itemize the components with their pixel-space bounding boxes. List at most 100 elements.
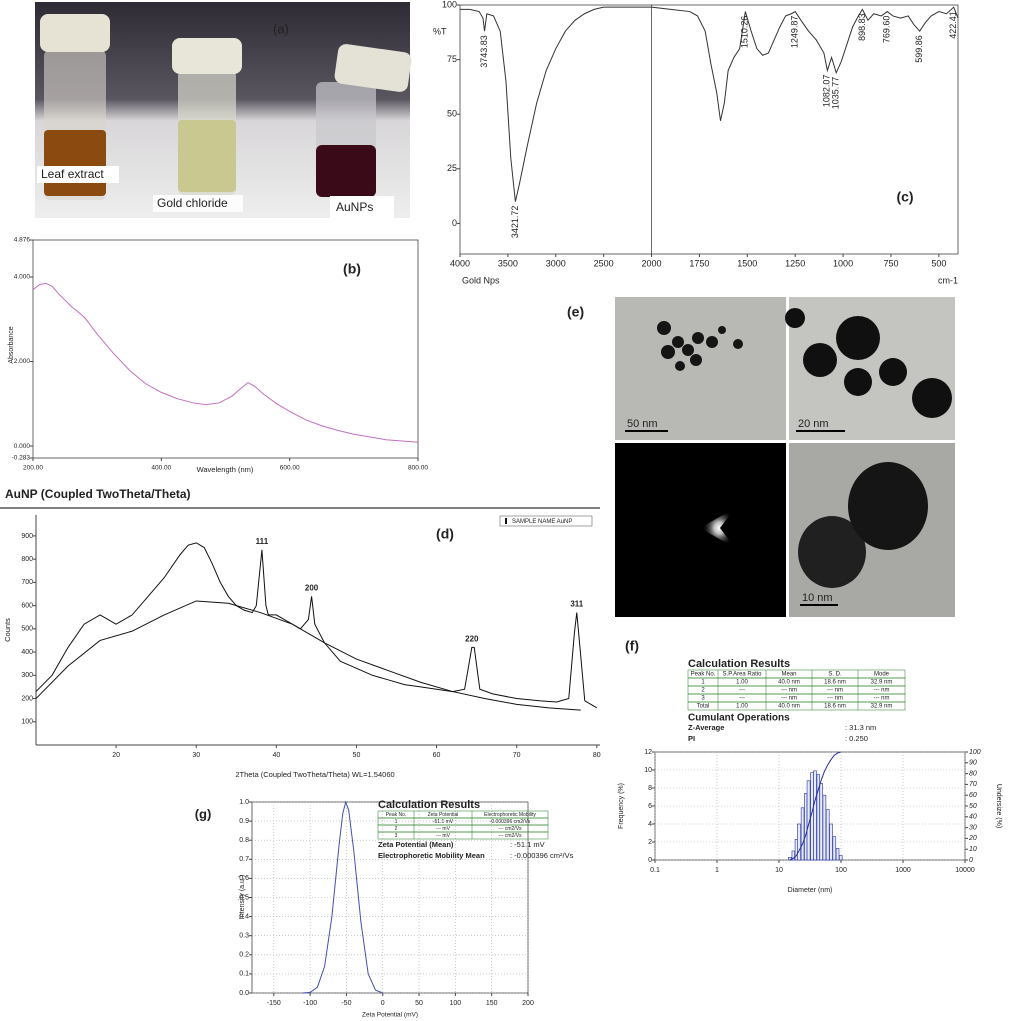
y-tick-label: 0 (648, 857, 652, 864)
y-tick-label: 4 (648, 821, 652, 828)
table-cell: --- nm (874, 696, 890, 702)
tem-panel: 50 nm 20 nm 10 nm (e) (567, 297, 955, 617)
y-tick-label: -0.283 (12, 455, 31, 462)
peak-label: 3743.83 (479, 35, 489, 68)
series-line (35, 542, 598, 709)
y-tick-label: 4.000 (14, 274, 31, 281)
x-tick-label: 2500 (594, 258, 614, 268)
y-tick-label: 6 (648, 803, 652, 810)
x-tick-label: 2000 (642, 258, 662, 268)
table-cell: --- mV (436, 833, 451, 839)
result-value: : 31.3 nm (845, 723, 876, 732)
series-line (460, 6, 959, 202)
saed-image (615, 443, 786, 617)
x-tick-label: 80 (593, 752, 601, 759)
table-cell: Peak No. (386, 812, 407, 818)
y2-tick-label: 70 (969, 781, 977, 788)
ylabel: Intensity (a.u.) (239, 875, 246, 919)
y2-tick-label: 40 (969, 814, 977, 821)
tem-image (615, 297, 786, 440)
y-tick-label: 1.0 (239, 799, 249, 806)
vial-liquid (316, 145, 376, 197)
y-tick-label: 500 (21, 626, 33, 633)
x-tick-label: -100 (303, 1000, 317, 1007)
y-tick-label: 0.1 (239, 971, 249, 978)
x-tick-label: 150 (486, 1000, 498, 1007)
y-tick-label: 100 (21, 719, 33, 726)
saed-pattern (700, 508, 735, 548)
result-value: : -0.000396 cm²/Vs (510, 851, 574, 860)
x-tick-label: 200 (522, 1000, 534, 1007)
table-cell: 32.9 nm (871, 680, 893, 686)
y2-tick-label: 20 (968, 835, 977, 842)
x-tick-label: 3500 (498, 258, 518, 268)
particle (848, 462, 928, 550)
table-title: Calculation Results (378, 799, 480, 811)
table-cell: --- nm (874, 688, 890, 694)
bar (822, 794, 827, 861)
result-name: PI (688, 734, 695, 743)
bar (813, 770, 817, 861)
panel-label: (f) (625, 638, 639, 654)
bar (825, 809, 830, 861)
table-cell: --- cm2/Vs (498, 826, 522, 832)
scale-bar-label: 20 nm (798, 418, 829, 430)
x-tick-label: -50 (341, 1000, 351, 1007)
panel-label: (d) (436, 526, 454, 542)
peak-label: 3421.72 (510, 206, 520, 239)
x-tick-label: 1 (715, 867, 719, 874)
table-cell: 2 (701, 688, 705, 694)
panel-label: (a) (273, 21, 289, 36)
table-cell: 40.0 nm (778, 680, 800, 686)
table-cell: 1.00 (736, 704, 748, 710)
xlabel: Gold Nps (462, 275, 500, 285)
table-cell: 3 (395, 833, 398, 839)
result-name: Z-Average (688, 723, 724, 732)
y-tick-label: 0.4 (239, 913, 249, 920)
x-tick-label: 750 (883, 258, 898, 268)
table-row (687, 701, 906, 711)
y-tick-label: 0.5 (239, 894, 249, 901)
y-tick-label: 10 (644, 767, 652, 774)
x-tick-label: 30 (192, 752, 200, 759)
x-tick-label: 100 (450, 1000, 462, 1007)
plot-frame (459, 4, 959, 255)
peak-label: 200 (305, 583, 319, 592)
x-tick-label: 10 (775, 867, 783, 874)
table-cell: Peak No. (691, 672, 716, 678)
x-tick-label: 1750 (689, 258, 709, 268)
bar (835, 847, 840, 861)
table-cell: 1.00 (736, 680, 748, 686)
x-tick-label: 1500 (737, 258, 757, 268)
y2-tick-label: 80 (969, 770, 977, 777)
bar (839, 855, 843, 861)
peak-label: 220 (465, 635, 479, 644)
peak-label: 111 (256, 537, 269, 546)
particles (657, 321, 743, 371)
table-cell: 32.9 nm (871, 704, 893, 710)
bar (819, 783, 823, 861)
legend-box (499, 515, 593, 527)
series-line (789, 751, 841, 861)
table-row (377, 824, 549, 833)
x-tick-label: 100 (835, 867, 847, 874)
y2-tick-label: 0 (969, 857, 973, 864)
y-tick-label: 0.7 (239, 856, 249, 863)
photo-panel: Leaf extract Gold chloride AuNPs (a) (35, 2, 412, 218)
vial-liquid (178, 120, 236, 192)
panel-label: (g) (195, 806, 212, 821)
peak-label: 1035.77 (831, 77, 841, 110)
x-tick-label: 1000 (833, 258, 853, 268)
table-cell: 1 (701, 680, 705, 686)
label-box (153, 195, 243, 212)
y-tick-label: 25 (447, 163, 457, 173)
ylabel: Absorbance (8, 326, 15, 363)
peak-label: 769.60 (882, 16, 892, 44)
table-cell: --- nm (827, 688, 843, 694)
photo-label: Leaf extract (41, 167, 104, 181)
y-tick-label: 12 (644, 749, 652, 756)
x-tick-label: 0.1 (650, 867, 660, 874)
table-cell: --- nm (781, 688, 797, 694)
y-tick-label: 50 (447, 109, 457, 119)
